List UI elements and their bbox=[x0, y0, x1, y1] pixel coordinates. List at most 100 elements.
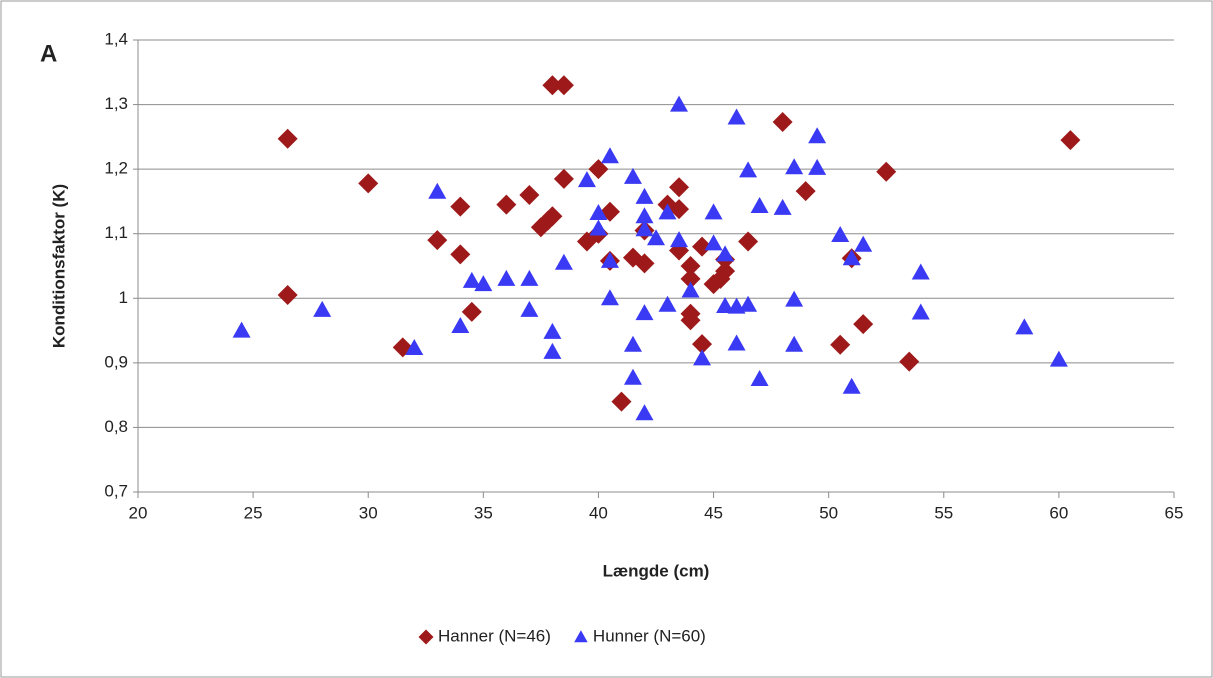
data-point bbox=[588, 159, 609, 180]
data-point bbox=[750, 196, 769, 213]
data-point bbox=[704, 203, 723, 220]
x-tick-label: 50 bbox=[819, 503, 838, 522]
y-tick-label: 1,2 bbox=[104, 159, 128, 178]
data-point bbox=[462, 271, 481, 288]
data-point bbox=[716, 245, 735, 262]
data-point bbox=[635, 404, 654, 421]
data-point bbox=[497, 269, 516, 286]
x-tick-label: 40 bbox=[589, 503, 608, 522]
data-point bbox=[554, 253, 573, 270]
data-point bbox=[680, 310, 701, 331]
y-tick-label: 0,9 bbox=[104, 352, 128, 371]
data-point bbox=[716, 297, 735, 314]
data-point bbox=[461, 301, 482, 322]
x-tick-label: 20 bbox=[129, 503, 148, 522]
data-point bbox=[842, 249, 861, 266]
data-point bbox=[589, 219, 608, 236]
data-point bbox=[680, 256, 701, 276]
data-point bbox=[542, 75, 563, 96]
x-tick-label: 60 bbox=[1049, 503, 1068, 522]
y-tick-label: 1,4 bbox=[104, 29, 128, 48]
y-tick-label: 1 bbox=[119, 288, 128, 307]
data-point bbox=[634, 253, 655, 274]
data-point bbox=[451, 317, 470, 334]
data-point bbox=[876, 161, 897, 182]
data-point bbox=[450, 196, 471, 217]
data-point bbox=[496, 194, 517, 215]
data-point bbox=[623, 167, 642, 184]
data-point bbox=[600, 251, 619, 268]
panel-label: A bbox=[40, 40, 57, 67]
data-point bbox=[785, 335, 804, 352]
data-point bbox=[553, 75, 574, 96]
data-point bbox=[785, 158, 804, 175]
data-point bbox=[750, 370, 769, 386]
data-point bbox=[635, 304, 654, 321]
data-point bbox=[658, 203, 677, 220]
data-point bbox=[277, 285, 298, 306]
data-point bbox=[738, 231, 759, 252]
data-point bbox=[277, 128, 298, 149]
data-point bbox=[911, 263, 930, 280]
data-point bbox=[681, 281, 700, 298]
data-point bbox=[704, 234, 723, 251]
y-tick-label: 0,7 bbox=[104, 481, 128, 500]
data-point bbox=[831, 226, 850, 243]
data-point bbox=[727, 108, 746, 125]
data-point bbox=[1060, 130, 1081, 151]
data-point bbox=[543, 342, 562, 359]
data-point bbox=[670, 95, 689, 112]
data-point bbox=[795, 181, 816, 202]
data-point bbox=[785, 290, 804, 307]
data-point bbox=[669, 199, 690, 220]
data-point bbox=[519, 184, 540, 205]
data-point bbox=[623, 335, 642, 352]
data-point bbox=[899, 351, 920, 372]
data-point bbox=[427, 230, 448, 251]
data-point bbox=[670, 231, 689, 248]
data-point bbox=[680, 268, 701, 289]
data-point bbox=[313, 300, 332, 317]
data-point bbox=[773, 198, 792, 215]
y-tick-label: 0,8 bbox=[104, 417, 128, 436]
y-tick-label: 1,1 bbox=[104, 223, 128, 242]
data-point bbox=[577, 171, 596, 188]
data-point bbox=[854, 235, 873, 252]
x-tick-label: 25 bbox=[244, 503, 263, 522]
data-point bbox=[772, 112, 793, 133]
data-point bbox=[1015, 318, 1034, 335]
data-point bbox=[842, 377, 861, 394]
legend-label: Hunner (N=60) bbox=[593, 626, 706, 645]
data-point bbox=[474, 275, 493, 292]
data-point bbox=[715, 261, 736, 282]
data-point bbox=[635, 187, 654, 204]
data-point bbox=[635, 207, 654, 224]
x-tick-label: 65 bbox=[1165, 503, 1184, 522]
data-point bbox=[553, 168, 574, 189]
legend-label: Hanner (N=46) bbox=[438, 626, 551, 645]
data-point bbox=[635, 220, 654, 237]
data-point bbox=[428, 182, 447, 199]
data-point bbox=[600, 147, 619, 164]
data-point bbox=[669, 177, 690, 198]
y-axis-title: Konditionsfaktor (K) bbox=[49, 184, 68, 348]
y-tick-label: 1,3 bbox=[104, 94, 128, 113]
legend-marker bbox=[418, 629, 434, 645]
data-point bbox=[658, 295, 677, 312]
data-point bbox=[911, 303, 930, 320]
data-point bbox=[611, 391, 632, 412]
data-point bbox=[405, 339, 424, 356]
data-point bbox=[692, 334, 713, 355]
legend-marker bbox=[574, 630, 588, 643]
x-tick-label: 55 bbox=[934, 503, 953, 522]
x-tick-label: 45 bbox=[704, 503, 723, 522]
data-point bbox=[830, 334, 851, 355]
x-tick-label: 30 bbox=[359, 503, 378, 522]
data-point bbox=[450, 244, 471, 265]
data-point bbox=[542, 206, 563, 227]
data-point bbox=[808, 158, 827, 175]
x-tick-label: 35 bbox=[474, 503, 493, 522]
